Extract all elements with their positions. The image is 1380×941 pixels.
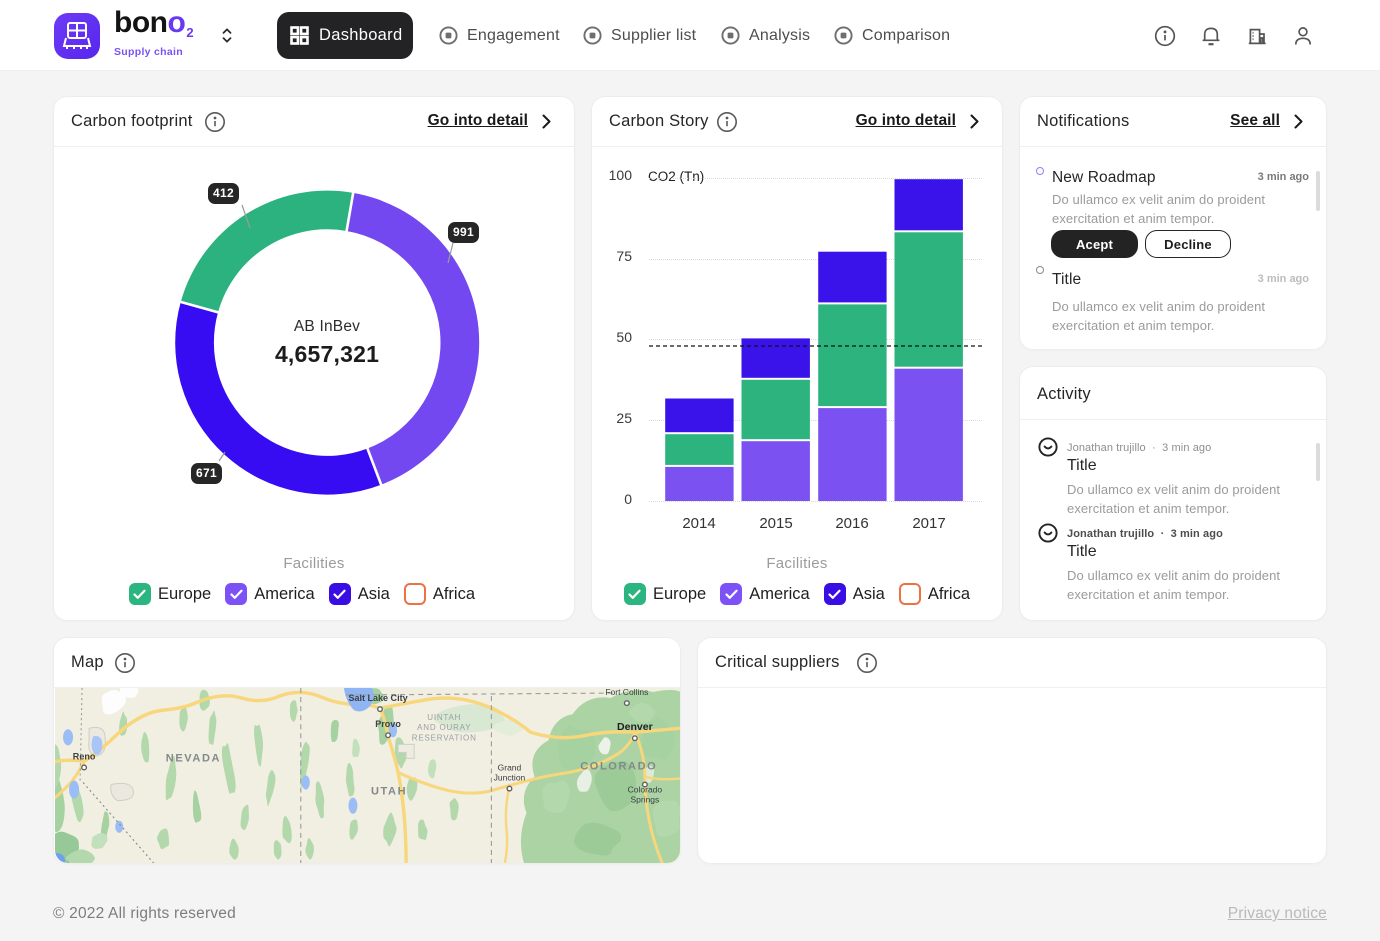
- svg-text:Fort Collins: Fort Collins: [605, 688, 648, 697]
- svg-text:Colorado: Colorado: [628, 785, 663, 795]
- svg-text:Provo: Provo: [375, 719, 401, 729]
- svg-text:Salt Lake City: Salt Lake City: [348, 693, 407, 703]
- svg-text:UINTAH: UINTAH: [427, 713, 461, 722]
- svg-text:Grand: Grand: [498, 762, 522, 772]
- svg-text:Springs: Springs: [630, 795, 659, 805]
- svg-text:UTAH: UTAH: [371, 786, 407, 798]
- svg-text:Denver: Denver: [617, 721, 653, 733]
- svg-text:COLORADO: COLORADO: [580, 760, 657, 772]
- svg-text:Reno: Reno: [73, 751, 96, 761]
- svg-text:NEVADA: NEVADA: [166, 752, 221, 764]
- svg-text:RESERVATION: RESERVATION: [412, 733, 477, 742]
- svg-text:AND OURAY: AND OURAY: [417, 723, 471, 732]
- svg-text:Junction: Junction: [494, 773, 526, 783]
